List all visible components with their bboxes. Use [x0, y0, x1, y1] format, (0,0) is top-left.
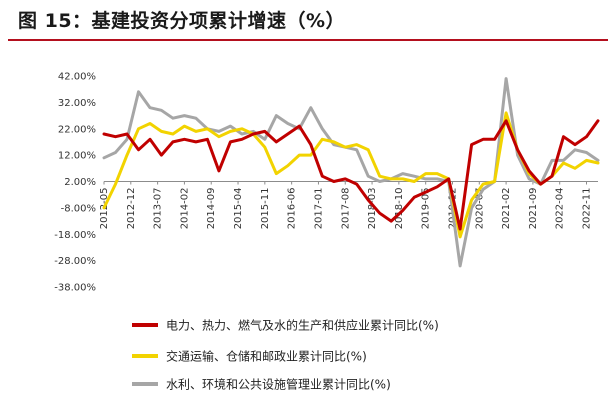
y-tick-label: -28.00%	[54, 256, 96, 267]
y-tick-label: -38.00%	[54, 283, 96, 294]
x-tick-label: 2022-11	[582, 188, 593, 230]
x-tick-label: 2022-04	[555, 188, 566, 230]
legend: 电力、热力、燃气及水的生产和供应业累计同比(%) 交通运输、仓储和邮政业累计同比(…	[132, 318, 439, 392]
x-tick-label: 2018-03	[367, 188, 378, 230]
x-tick-label: 2017-08	[340, 188, 351, 230]
y-tick-label: 2.00%	[64, 177, 96, 188]
x-tick-label: 2014-02	[179, 188, 190, 230]
title-underline	[8, 39, 608, 41]
x-tick-label: 2015-11	[260, 188, 271, 230]
legend-label-2: 交通运输、仓储和邮政业累计同比(%)	[166, 349, 367, 364]
series-layer	[102, 77, 600, 268]
series-line-1	[102, 119, 600, 231]
y-tick-label: -18.00%	[54, 230, 96, 241]
x-tick-label: 2014-09	[206, 187, 217, 229]
x-tick-label: 2012-12	[126, 188, 137, 230]
x-tick-label: 2016-06	[287, 188, 298, 230]
x-tick-label: 2021-02	[501, 188, 512, 230]
legend-label-1: 电力、热力、燃气及水的生产和供应业累计同比(%)	[166, 318, 439, 333]
y-tick-label: 22.00%	[58, 124, 96, 135]
x-tick-label: 2018-10	[394, 188, 405, 230]
y-tick-label: 12.00%	[58, 151, 96, 162]
y-tick-label: -8.00%	[61, 203, 96, 214]
figure-header: 图 15：基建投资分项累计增速（%）	[0, 0, 613, 41]
legend-label-3: 水利、环境和公共设施管理业累计同比(%)	[166, 377, 391, 392]
x-axis: 2012-05 2012-12 2013-07 2014-02 2014-09 2015-…	[99, 181, 598, 230]
x-tick-label: 2013-07	[153, 188, 164, 230]
x-tick-label: 2019-05	[421, 188, 432, 230]
series-line-3	[102, 77, 600, 268]
x-tick-label: 2020-07	[474, 188, 485, 230]
x-tick-label: 2015-04	[233, 188, 244, 230]
y-tick-label: 32.00%	[58, 98, 96, 109]
y-tick-label: 42.00%	[58, 72, 96, 83]
y-axis: 42.00% 32.00% 22.00% 12.00% 2.00% -8.00% -18.0…	[54, 72, 96, 294]
figure-title: 图 15：基建投资分项累计增速（%）	[18, 10, 346, 32]
x-tick-label: 2021-09	[528, 188, 539, 230]
x-tick-label: 2017-01	[313, 188, 324, 230]
